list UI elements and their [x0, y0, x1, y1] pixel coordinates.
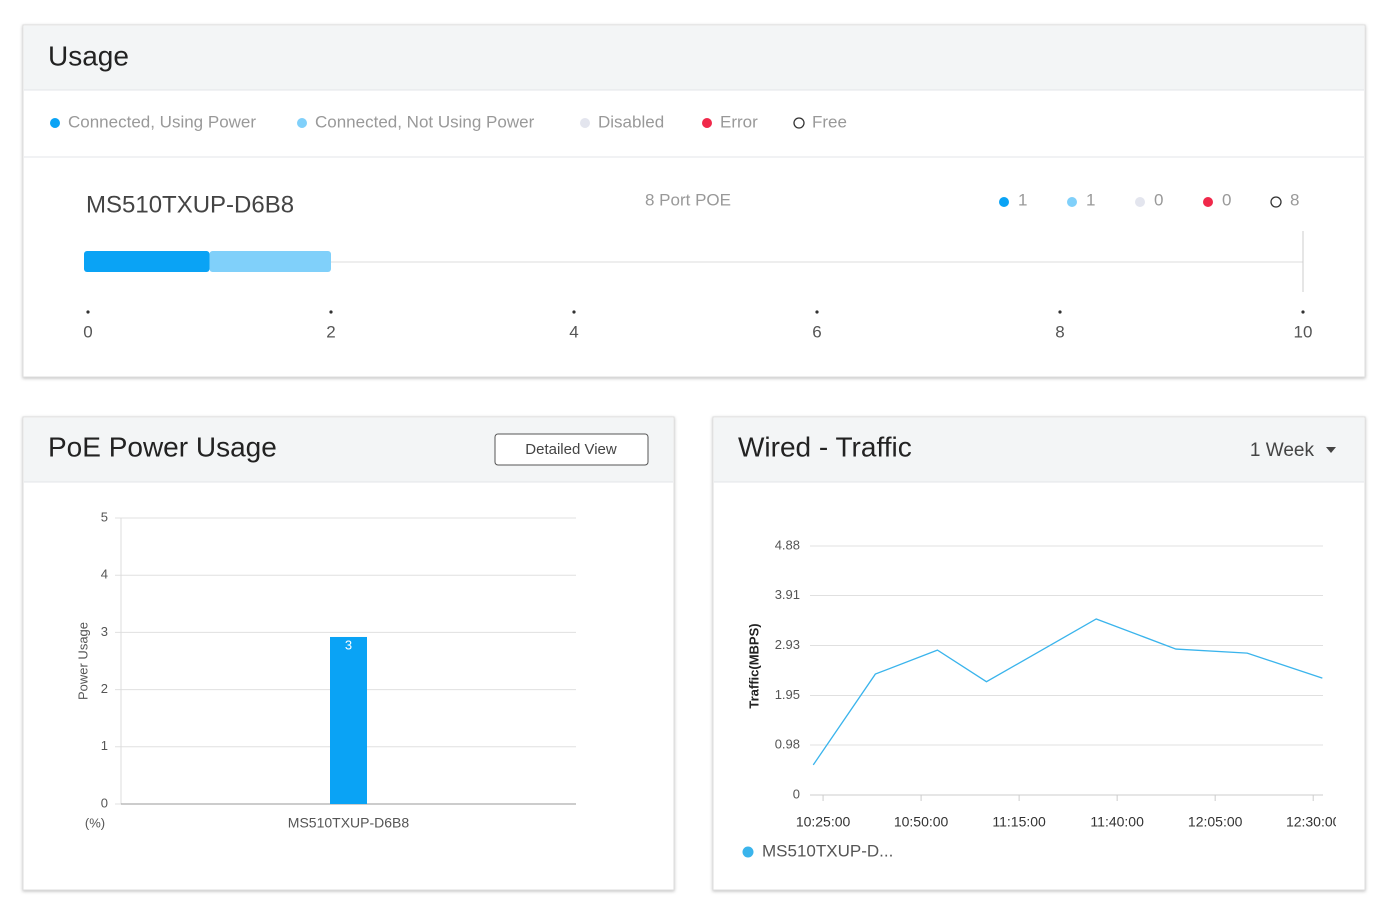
y-tick-label: 4.88	[775, 537, 800, 552]
x-tick-label: 10	[1294, 322, 1313, 341]
legend-label: Connected, Not Using Power	[315, 112, 535, 131]
panel-header	[24, 26, 1364, 90]
count-dot	[1203, 197, 1213, 207]
count-dot	[999, 197, 1009, 207]
legend-label: Connected, Using Power	[68, 112, 256, 131]
x-tick-label: MS510TXUP-D6B8	[288, 815, 410, 831]
device-name: MS510TXUP-D6B8	[86, 191, 294, 218]
x-tick-label: 10:50:00	[894, 814, 949, 830]
x-tick-label: 12:05:00	[1188, 814, 1243, 830]
x-tick-label: 11:15:00	[992, 814, 1046, 830]
panel-title: Usage	[48, 40, 129, 71]
legend-label: Error	[720, 112, 758, 131]
tick-mark	[1058, 310, 1062, 314]
legend-dot	[580, 118, 590, 128]
panel-header	[714, 418, 1364, 482]
x-tick-label: 8	[1055, 322, 1064, 341]
count-value: 1	[1018, 190, 1027, 209]
legend-dot	[793, 117, 805, 129]
tick-mark	[815, 310, 819, 314]
legend-dot	[50, 118, 60, 128]
value-label: 3	[345, 637, 352, 652]
count-value: 0	[1154, 190, 1163, 209]
tick-mark	[572, 310, 576, 314]
y-axis-label: Power Usage	[75, 622, 90, 700]
bar-segment	[209, 251, 331, 272]
y-tick-label: 1.95	[775, 687, 800, 702]
y-tick-label: 1	[101, 738, 108, 753]
y-tick-label: 0.98	[775, 736, 800, 751]
count-value: 1	[1086, 190, 1095, 209]
x-tick-label: 12:30:00	[1286, 814, 1341, 830]
legend-label: Free	[812, 112, 847, 131]
bar	[330, 636, 367, 804]
legend-dot	[702, 118, 712, 128]
button-label[interactable]: Detailed View	[525, 441, 617, 458]
count-dot	[1270, 196, 1282, 208]
y-tick-label: 4	[101, 567, 108, 582]
count-dot	[1135, 197, 1145, 207]
subtitle: 8 Port POE	[645, 190, 731, 209]
y-tick-label: 5	[101, 509, 108, 524]
x-tick-label: 0	[83, 322, 92, 341]
x-tick-label: 2	[326, 322, 335, 341]
panel-title: PoE Power Usage	[48, 431, 277, 462]
y-tick-label: 3	[101, 624, 108, 639]
y-tick-label: 0	[793, 786, 800, 801]
dropdown-arrow[interactable]	[1326, 447, 1336, 453]
y-tick-label: 0	[101, 795, 108, 810]
unit-label: (%)	[85, 815, 105, 830]
count-value: 8	[1290, 190, 1299, 209]
traffic-panel	[712, 416, 1366, 891]
x-tick-label: 11:40:00	[1090, 814, 1144, 830]
traffic-line	[812, 618, 1323, 766]
y-tick-label: 2	[101, 681, 108, 696]
bar-segment	[84, 251, 210, 272]
legend-label: MS510TXUP-D...	[762, 841, 893, 860]
tick-mark	[86, 310, 90, 314]
x-tick-label: 10:25:00	[796, 814, 851, 830]
y-tick-label: 2.93	[775, 637, 800, 652]
tick-mark	[1301, 310, 1305, 314]
legend-dot	[742, 846, 754, 858]
tick-mark	[329, 310, 333, 314]
y-tick-label: 3.91	[775, 587, 800, 602]
count-value: 0	[1222, 190, 1231, 209]
range-dropdown[interactable]: 1 Week	[1250, 440, 1315, 461]
detailed-view-button[interactable]	[494, 433, 649, 466]
legend-dot	[297, 118, 307, 128]
x-tick-label: 6	[812, 322, 821, 341]
x-tick-label: 4	[569, 322, 578, 341]
count-dot	[1067, 197, 1077, 207]
legend-label: Disabled	[598, 112, 664, 131]
y-axis-label: Traffic(MBPS)	[746, 623, 761, 708]
panel-title: Wired - Traffic	[738, 431, 912, 462]
